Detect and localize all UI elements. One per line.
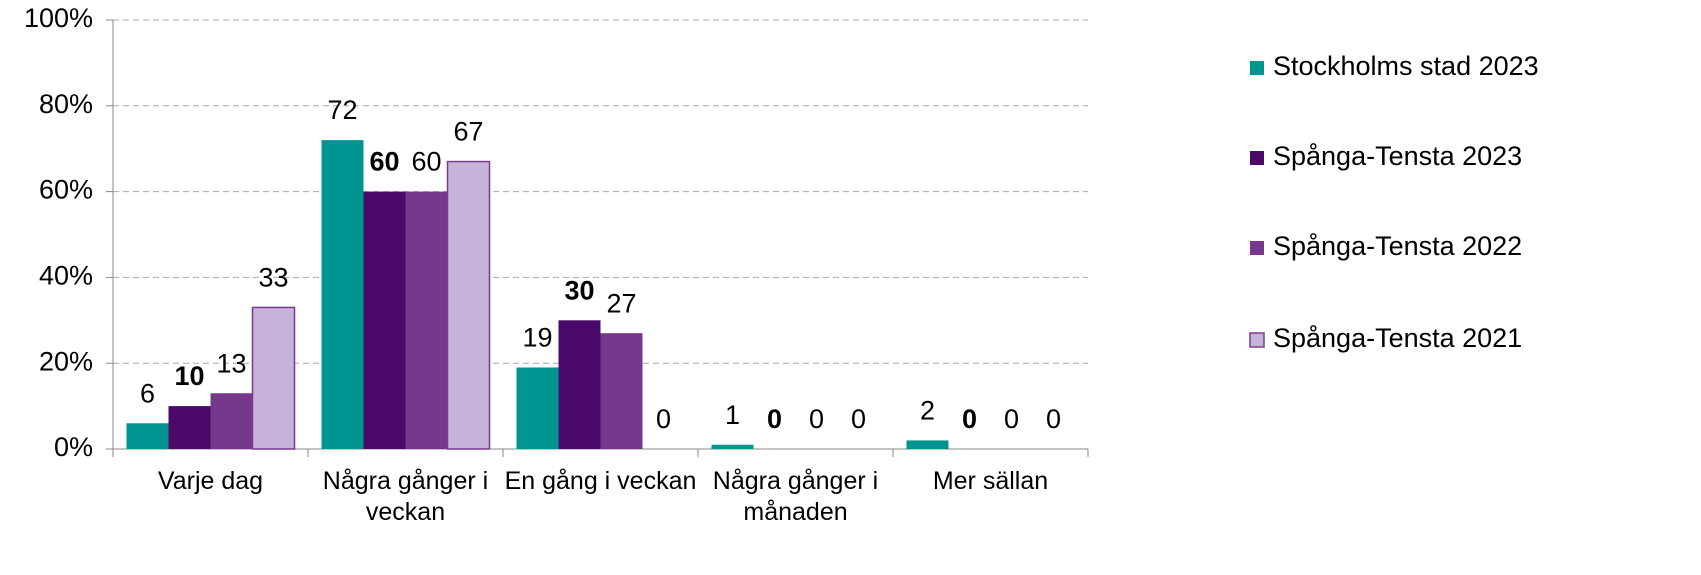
legend-swatch — [1249, 332, 1265, 348]
x-tick-label: Några gånger i månaden — [712, 467, 879, 526]
value-label: 13 — [216, 348, 246, 378]
bar — [210, 393, 253, 449]
value-label: 2 — [920, 396, 935, 426]
value-label: 27 — [606, 288, 636, 318]
x-tick-label: Varje dag — [157, 467, 264, 495]
value-label: 0 — [767, 404, 782, 434]
value-label: 60 — [411, 147, 441, 177]
bar — [363, 191, 406, 449]
y-tick-label: 60% — [39, 175, 93, 205]
bar — [600, 333, 643, 449]
bar — [251, 306, 296, 450]
bar — [126, 423, 169, 449]
value-label: 0 — [1004, 404, 1019, 434]
x-tick-label: Mer sällan — [932, 467, 1049, 495]
y-tick-label: 100% — [24, 3, 93, 33]
x-tick-label: Några gånger i veckan — [322, 467, 489, 526]
y-tick-label: 0% — [54, 432, 93, 462]
legend-swatch — [1250, 241, 1264, 255]
value-label: 1 — [725, 400, 740, 430]
value-label: 0 — [656, 404, 671, 434]
legend-label: Stockholms stad 2023 — [1273, 51, 1539, 81]
bar — [516, 367, 559, 449]
value-label: 0 — [1046, 404, 1061, 434]
value-label: 6 — [140, 378, 155, 408]
value-label: 72 — [327, 95, 357, 125]
y-tick-label: 20% — [39, 346, 93, 376]
bar — [321, 140, 364, 449]
legend-label: Spånga-Tensta 2023 — [1273, 141, 1522, 171]
value-label: 19 — [522, 323, 552, 353]
bar — [558, 320, 601, 449]
legend-swatch — [1250, 151, 1264, 165]
legend-swatch — [1250, 61, 1264, 75]
bar — [711, 444, 754, 449]
value-label: 0 — [962, 404, 977, 434]
value-label: 33 — [258, 263, 288, 293]
y-tick-label: 80% — [39, 89, 93, 119]
legend-label: Spånga-Tensta 2021 — [1273, 323, 1522, 353]
x-tick-label: En gång i veckan — [504, 467, 697, 495]
value-label: 60 — [369, 147, 399, 177]
bar — [906, 440, 949, 449]
bar — [168, 406, 211, 449]
value-label: 0 — [851, 404, 866, 434]
value-label: 0 — [809, 404, 824, 434]
bar — [405, 191, 448, 449]
value-label: 67 — [453, 117, 483, 147]
legend-label: Spånga-Tensta 2022 — [1273, 231, 1522, 261]
y-tick-label: 40% — [39, 261, 93, 291]
bar — [446, 160, 491, 450]
value-label: 10 — [174, 361, 204, 391]
value-label: 30 — [564, 275, 594, 305]
